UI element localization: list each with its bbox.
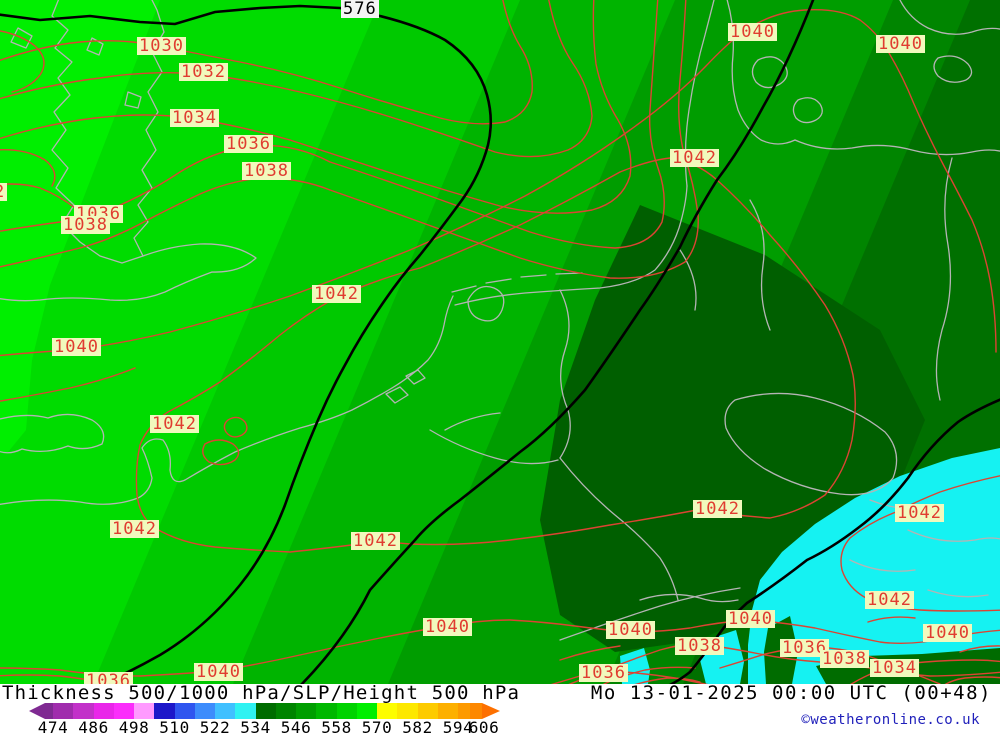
colorbar-tick-label: 486 [78, 718, 109, 733]
contour-labels-layer: 1030103210341036103821036103810421040104… [0, 0, 972, 684]
colorbar-tick-label: 474 [37, 718, 69, 733]
colorbar-tick-label: 594 [442, 718, 474, 733]
isobar-label: 1040 [726, 609, 775, 629]
isobar-label: 1036 [780, 638, 829, 658]
colorbar-segment [93, 703, 114, 719]
colorbar-segment [336, 703, 357, 719]
colorbar-segment [377, 703, 398, 719]
colorbar-segment [458, 703, 470, 719]
colorbar-segment [73, 703, 94, 719]
isobar-label: 1036 [579, 663, 628, 683]
isobar-label: 1042 [110, 519, 159, 539]
colorbar-segment [316, 703, 337, 719]
colorbar-tick-label: 510 [159, 718, 190, 733]
colorbar-tick-label: 546 [280, 718, 312, 733]
legend-title: Thickness 500/1000 hPa/SLP/Height 500 hP… [2, 682, 521, 704]
colorbar-segment [53, 703, 74, 719]
colorbar-tick-label: 558 [321, 718, 352, 733]
isobar-label: 1042 [693, 499, 742, 519]
isobar-label: 1040 [606, 620, 655, 640]
isobar-label: 1038 [242, 161, 291, 181]
isobar-label: 1036 [224, 134, 273, 154]
colorbar-tick-label: 498 [118, 718, 150, 733]
isobar-label: 1042 [312, 284, 361, 304]
colorbar-segment [255, 703, 276, 719]
colorbar-segment [235, 703, 256, 719]
isobar-label: 1030 [137, 36, 186, 56]
map-canvas: 1030103210341036103821036103810421040104… [0, 0, 1000, 684]
height-contour-label: 576 [341, 0, 379, 19]
isobar-label: 1040 [923, 623, 972, 643]
isobar-label: 1038 [61, 215, 110, 235]
height-contours [0, 0, 1000, 684]
isobar-label: 1042 [150, 414, 199, 434]
isobar-label: 1040 [194, 662, 243, 682]
isobar-label: 1042 [351, 531, 400, 551]
isobar-label: 1042 [895, 503, 944, 523]
isobar-label: 1038 [820, 649, 869, 669]
colorbar-tick-label: 606 [468, 718, 500, 733]
colorbar-segment [275, 703, 296, 719]
colorbar-tick-label: 522 [199, 718, 231, 733]
colorbar-segment [417, 703, 438, 719]
isobar-label: 1040 [876, 34, 925, 54]
isobar-label: 1040 [423, 617, 472, 637]
isobar-label: 1032 [179, 62, 228, 82]
colorbar-tick-label: 582 [402, 718, 433, 733]
colorbar-ticks: 474 486 498 510 522 534 546 558 570 582 594 606 [0, 718, 520, 733]
colorbar-segment [215, 703, 236, 719]
colorbar-right-arrow-icon [482, 703, 500, 719]
colorbar-segment [194, 703, 215, 719]
isobar-label: 1038 [675, 636, 724, 656]
copyright-link[interactable]: ©weatheronline.co.uk [801, 712, 980, 728]
valid-time-label: Mo 13-01-2025 00:00 UTC (00+48) [590, 682, 992, 704]
isobar-label: 1042 [865, 590, 914, 610]
thickness-colorbar [0, 703, 520, 719]
colorbar-tick-label: 570 [361, 718, 393, 733]
colorbar-segment [296, 703, 317, 719]
isobar-label: 1036 [84, 672, 133, 684]
colorbar-segment [437, 703, 458, 719]
isobar-label: 2 [0, 183, 8, 201]
colorbar-segment [470, 703, 482, 719]
isobar-label: 1042 [670, 148, 719, 168]
colorbar-segment [154, 703, 175, 719]
colorbar-segment [356, 703, 377, 719]
colorbar-segment [134, 703, 155, 719]
isobar-label: 1040 [52, 337, 101, 357]
isobar-label: 1034 [170, 108, 219, 128]
colorbar-segment [45, 703, 53, 719]
isobar-label: 1040 [728, 22, 777, 42]
colorbar-tick-label: 534 [240, 718, 271, 733]
colorbar-segment [174, 703, 195, 719]
isobar-label: 1034 [870, 658, 919, 678]
colorbar-left-arrow-icon [29, 703, 45, 719]
colorbar-segment [113, 703, 134, 719]
colorbar-segment [397, 703, 418, 719]
